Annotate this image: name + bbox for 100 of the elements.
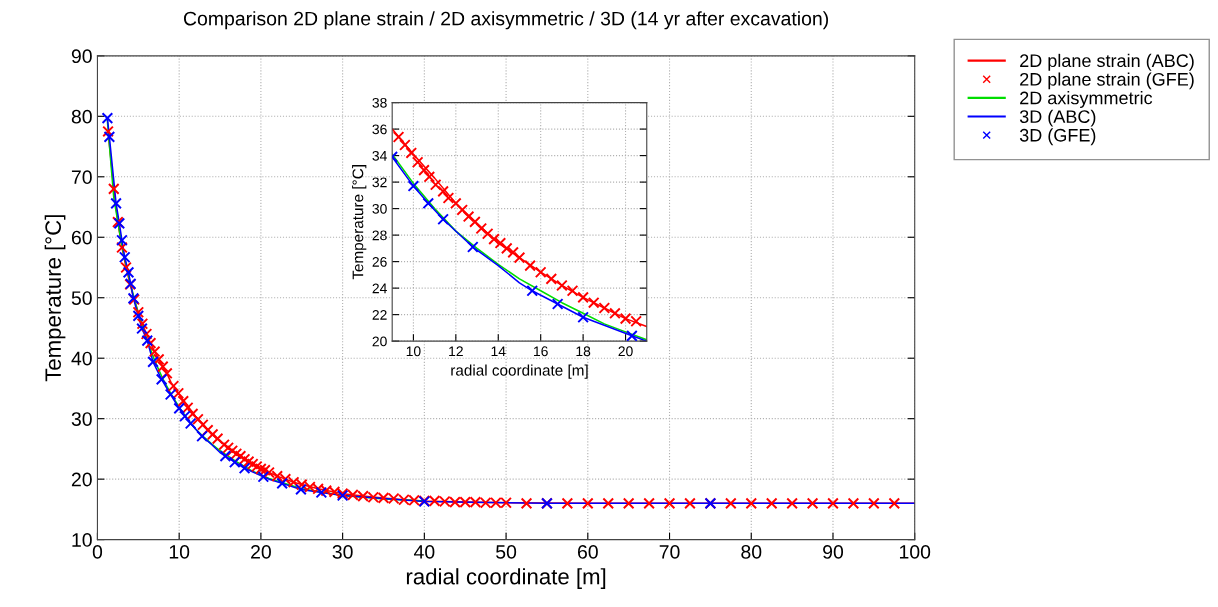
point bbox=[122, 266, 135, 279]
point bbox=[219, 450, 232, 462]
y-tick-label: 36 bbox=[372, 124, 387, 135]
point bbox=[103, 131, 116, 143]
y-tick-label: 28 bbox=[372, 230, 387, 241]
y-tick-label: 80 bbox=[71, 109, 92, 124]
y-tick-label: 60 bbox=[71, 230, 92, 245]
point bbox=[551, 298, 564, 310]
point bbox=[442, 192, 455, 204]
x-tick-label: 0 bbox=[92, 545, 103, 559]
point bbox=[507, 246, 519, 259]
point bbox=[609, 307, 621, 320]
point bbox=[545, 273, 558, 285]
point bbox=[437, 213, 449, 226]
point bbox=[110, 197, 122, 210]
point bbox=[136, 322, 148, 335]
x-tick-label: 10 bbox=[406, 346, 421, 357]
point bbox=[295, 483, 307, 496]
x-tick-label: 70 bbox=[659, 545, 680, 559]
y-tick-label: 30 bbox=[372, 203, 387, 214]
x-tick-label: 40 bbox=[413, 545, 435, 559]
point bbox=[500, 242, 513, 255]
point bbox=[238, 462, 251, 475]
x-tick-label: 20 bbox=[618, 346, 633, 357]
point bbox=[155, 373, 168, 386]
x-axis-title: radial coordinate [m] bbox=[406, 568, 606, 589]
point bbox=[626, 330, 638, 342]
legend-label: 2D plane strain (ABC) bbox=[1020, 53, 1194, 71]
point bbox=[147, 356, 159, 368]
legend-label: 3D (ABC) bbox=[1019, 109, 1096, 127]
x-tick-label: 50 bbox=[496, 545, 517, 559]
point bbox=[422, 197, 435, 210]
point bbox=[524, 259, 536, 272]
point bbox=[481, 227, 494, 240]
point bbox=[598, 302, 611, 314]
y-axis-title: Temperature [°C] bbox=[352, 165, 367, 280]
point bbox=[437, 185, 449, 198]
point bbox=[101, 112, 114, 124]
legend-label: 3D (GFE) bbox=[1019, 128, 1096, 146]
point bbox=[577, 291, 589, 304]
point bbox=[118, 251, 131, 264]
point bbox=[392, 131, 405, 143]
x-tick-label: 30 bbox=[332, 545, 353, 559]
y-tick-label: 22 bbox=[372, 309, 387, 320]
x-tick-label: 60 bbox=[577, 545, 598, 559]
point bbox=[418, 164, 430, 176]
point bbox=[276, 477, 288, 490]
x-axis-title: radial coordinate [m] bbox=[451, 364, 588, 379]
point bbox=[566, 284, 579, 297]
point bbox=[228, 456, 241, 469]
y-tick-label: 10 bbox=[72, 533, 92, 547]
point bbox=[513, 251, 526, 264]
point bbox=[475, 222, 488, 235]
y-tick-label: 26 bbox=[372, 256, 387, 267]
y-tick-label: 20 bbox=[71, 472, 92, 487]
point bbox=[116, 234, 128, 247]
x-tick-label: 10 bbox=[169, 545, 190, 559]
chart-title: Comparison 2D plane strain / 2D axisymmetric / 3D (14 yr after excavation) bbox=[183, 11, 828, 30]
line-series bbox=[392, 128, 647, 328]
y-tick-label: 38 bbox=[372, 97, 387, 108]
point bbox=[577, 311, 589, 324]
y-tick-label: 70 bbox=[71, 170, 92, 185]
point bbox=[429, 178, 442, 191]
point bbox=[587, 296, 600, 309]
y-tick-label: 90 bbox=[71, 49, 92, 64]
point bbox=[132, 310, 145, 322]
x-tick-label: 100 bbox=[899, 545, 931, 559]
point bbox=[399, 139, 411, 151]
point bbox=[534, 266, 547, 279]
x-tick-label: 80 bbox=[741, 545, 762, 559]
point bbox=[184, 417, 197, 430]
point bbox=[488, 233, 500, 245]
point bbox=[423, 170, 436, 183]
y-axis-title: Temperature [°C] bbox=[44, 215, 66, 382]
y-tick-label: 20 bbox=[372, 336, 387, 347]
y-tick-label: 34 bbox=[372, 150, 387, 161]
point bbox=[196, 430, 208, 443]
point bbox=[257, 470, 270, 483]
x-tick-label: 90 bbox=[823, 545, 844, 559]
point bbox=[407, 180, 420, 192]
point bbox=[450, 197, 462, 210]
point bbox=[462, 210, 475, 223]
y-tick-label: 24 bbox=[372, 283, 387, 294]
y-tick-label: 30 bbox=[71, 412, 92, 426]
x-tick-label: 16 bbox=[534, 346, 548, 357]
point bbox=[494, 237, 507, 249]
point bbox=[179, 410, 191, 423]
x-tick-label: 12 bbox=[449, 346, 463, 357]
point bbox=[456, 204, 469, 216]
point bbox=[556, 279, 568, 292]
legend-label: 2D plane strain (GFE) bbox=[1020, 72, 1194, 90]
y-tick-label: 32 bbox=[372, 177, 387, 188]
point bbox=[526, 284, 539, 297]
x-tick-label: 18 bbox=[576, 346, 591, 357]
y-tick-label: 50 bbox=[71, 291, 92, 305]
point bbox=[411, 156, 424, 169]
point bbox=[466, 241, 479, 253]
point bbox=[469, 216, 481, 228]
x-tick-label: 14 bbox=[491, 346, 506, 357]
point bbox=[164, 388, 177, 401]
